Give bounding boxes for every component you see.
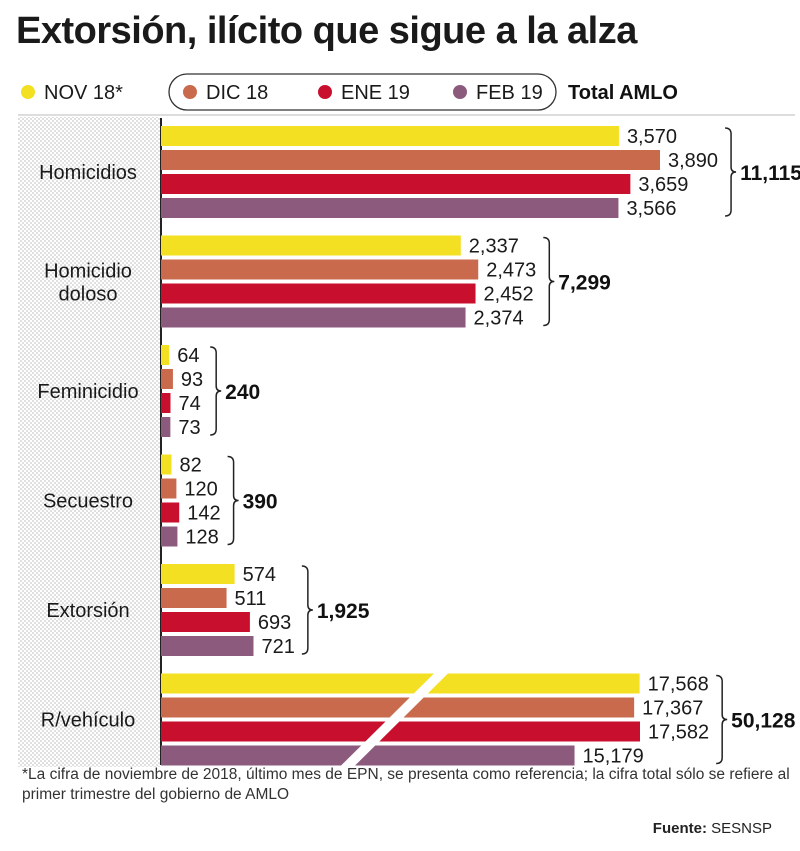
bar-value-label: 15,179 <box>583 746 644 768</box>
bar <box>161 417 171 437</box>
bar <box>161 636 254 656</box>
category-label: Homicidio doloso <box>44 261 132 306</box>
category-label: Homicidios <box>39 162 137 184</box>
bar-value-label: 3,570 <box>627 126 677 148</box>
source: Fuente: SESNSP <box>653 820 772 837</box>
bar-value-label: 64 <box>177 345 199 367</box>
bar <box>161 198 619 218</box>
category-label: R/vehículo <box>41 710 136 732</box>
bar <box>161 307 466 328</box>
legend-label: DIC 18 <box>206 82 268 104</box>
bar-value-label: 17,582 <box>648 722 709 744</box>
bar-value-label: 74 <box>178 393 200 415</box>
bar-value-label: 2,452 <box>484 284 534 306</box>
legend-label: ENE 19 <box>341 82 410 104</box>
category-label-line: Homicidio <box>44 261 132 283</box>
bar-value-label: 511 <box>235 588 267 610</box>
bar <box>161 393 171 413</box>
category-label: Feminicidio <box>37 381 138 403</box>
bar <box>161 283 476 304</box>
legend: NOV 18* DIC 18 ENE 19 FEB 19 Total AMLO <box>21 73 678 111</box>
bar-value-label: 2,337 <box>469 236 519 258</box>
bar-value-label: 3,659 <box>638 174 688 196</box>
category-label: Extorsión <box>46 600 129 622</box>
axis-break-mark <box>335 667 454 772</box>
footnote: *La cifra de noviembre de 2018, último m… <box>22 766 790 803</box>
bar <box>161 150 660 170</box>
legend-pill-outline <box>168 73 557 111</box>
bar <box>161 588 227 608</box>
category-label-line: Homicidios <box>39 162 137 184</box>
bar <box>161 564 235 584</box>
chart-title: Extorsión, ilícito que sigue a la alza <box>16 10 637 52</box>
bar-value-label: 142 <box>187 503 220 525</box>
total-brace <box>716 674 728 765</box>
category-total-label: 7,299 <box>558 272 611 295</box>
bar-value-label: 2,374 <box>474 308 524 330</box>
category-total-label: 1,925 <box>317 600 370 623</box>
category-label-line: Feminicidio <box>37 381 138 403</box>
legend-label: FEB 19 <box>476 82 543 104</box>
bar <box>161 235 461 256</box>
bar-value-label: 82 <box>180 455 202 477</box>
bar <box>161 454 172 475</box>
legend-label: NOV 18* <box>44 82 123 104</box>
bar <box>161 259 479 280</box>
category-label-line: Extorsión <box>46 600 129 622</box>
bar-value-label: 73 <box>178 417 200 439</box>
category-total-label: 11,115 <box>740 162 800 185</box>
bar-value-label: 17,568 <box>648 674 709 696</box>
total-brace <box>543 236 555 327</box>
source-label: Fuente: <box>652 820 707 837</box>
category-total-label: 50,128 <box>731 710 796 733</box>
bar-value-label: 2,473 <box>486 260 536 282</box>
bar <box>161 174 631 194</box>
category-label: Secuestro <box>43 491 133 513</box>
legend-swatch <box>21 85 35 99</box>
source-value: SESNSP <box>711 820 772 837</box>
total-brace <box>725 127 737 217</box>
legend-swatch <box>183 85 197 99</box>
bar <box>161 478 177 499</box>
bar <box>161 526 178 547</box>
bar <box>161 745 575 766</box>
bar <box>161 126 619 146</box>
bar-value-label: 120 <box>184 479 217 501</box>
bar <box>161 697 635 718</box>
total-brace <box>301 565 313 655</box>
legend-swatch <box>453 85 467 99</box>
total-brace <box>210 346 222 436</box>
bar-value-label: 721 <box>261 636 294 658</box>
bar <box>161 345 170 365</box>
bar-value-label: 693 <box>258 612 291 634</box>
bar <box>161 673 640 694</box>
bar <box>161 721 640 742</box>
category-panel-background <box>18 117 160 767</box>
category-label-line: Secuestro <box>43 491 133 513</box>
bar-value-label: 3,890 <box>668 150 718 172</box>
legend-total-label: Total AMLO <box>568 82 678 104</box>
category-total-label: 240 <box>225 381 260 404</box>
bar <box>161 502 180 523</box>
bar <box>161 612 250 632</box>
bar-value-label: 93 <box>181 369 203 391</box>
total-brace <box>227 455 239 546</box>
category-label-line: R/vehículo <box>41 710 136 732</box>
category-total-label: 390 <box>243 491 278 514</box>
bar-value-label: 17,367 <box>642 698 703 720</box>
bar-value-label: 128 <box>185 527 218 549</box>
category-label-line: doloso <box>59 284 118 306</box>
bar-value-label: 3,566 <box>626 198 676 220</box>
bar-value-label: 574 <box>243 564 276 586</box>
legend-swatch <box>318 85 332 99</box>
bar <box>161 369 173 389</box>
